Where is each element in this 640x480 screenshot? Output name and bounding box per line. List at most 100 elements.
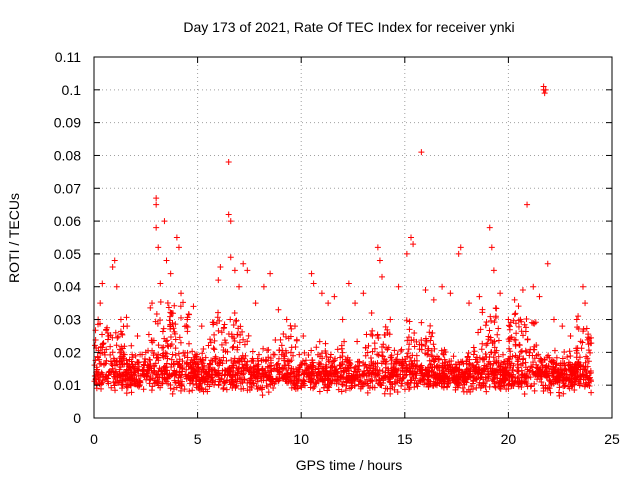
data-point (144, 373, 151, 380)
data-point (308, 361, 315, 368)
data-point (221, 372, 228, 379)
data-point (492, 313, 499, 320)
data-point (408, 234, 415, 241)
data-point (500, 351, 507, 358)
x-axis-tick-labels: 0 5 10 15 20 25 (90, 431, 620, 447)
data-point (267, 270, 274, 277)
data-point (492, 384, 499, 391)
data-point (586, 375, 593, 382)
data-point (475, 329, 482, 336)
x-tick-label: 20 (501, 431, 517, 447)
data-point (128, 358, 135, 365)
data-point (494, 331, 501, 338)
data-point (231, 309, 238, 316)
data-point (427, 337, 434, 344)
data-point (411, 379, 418, 386)
data-point (587, 349, 594, 356)
data-point (268, 368, 275, 375)
data-point (513, 330, 520, 337)
data-point (387, 316, 394, 323)
data-point (538, 378, 545, 385)
data-point (205, 364, 212, 371)
data-point (312, 366, 319, 373)
data-point (493, 305, 500, 312)
data-point (264, 347, 271, 354)
data-point (360, 290, 367, 297)
data-point (109, 365, 116, 372)
data-point (455, 250, 462, 257)
data-point (357, 385, 364, 392)
data-point (240, 336, 247, 343)
data-point (473, 366, 480, 373)
data-point (277, 336, 284, 343)
data-point (440, 370, 447, 377)
data-point (243, 361, 250, 368)
data-point (266, 363, 273, 370)
data-point (334, 346, 341, 353)
data-point (168, 356, 175, 363)
data-point (196, 380, 203, 387)
data-point (576, 354, 583, 361)
data-point (320, 377, 327, 384)
data-point (385, 344, 392, 351)
data-point (528, 319, 535, 326)
data-point (413, 352, 420, 359)
data-point (431, 380, 438, 387)
data-point (120, 373, 127, 380)
data-point (202, 354, 209, 361)
data-point (406, 361, 413, 368)
data-point (543, 371, 550, 378)
data-point (537, 357, 544, 364)
data-point (157, 280, 164, 287)
data-point (190, 303, 197, 310)
data-point (316, 388, 323, 395)
data-point (187, 376, 194, 383)
data-point (408, 377, 415, 384)
data-point (545, 363, 552, 370)
axis-ticks (93, 56, 613, 419)
x-axis-label: GPS time / hours (296, 457, 403, 473)
data-point (121, 361, 128, 368)
data-point (252, 300, 259, 307)
data-point (364, 389, 371, 396)
data-point (405, 367, 412, 374)
data-point (208, 357, 215, 364)
data-point (410, 241, 417, 248)
data-point (206, 360, 213, 367)
data-point (159, 379, 166, 386)
data-point (339, 381, 346, 388)
data-point (477, 374, 484, 381)
data-point (367, 355, 374, 362)
data-point (368, 331, 375, 338)
data-point (100, 340, 107, 347)
y-tick-label: 0.02 (54, 344, 81, 360)
data-point (129, 377, 136, 384)
data-point (152, 360, 159, 367)
data-point (344, 374, 351, 381)
data-point (505, 316, 512, 323)
data-point (457, 244, 464, 251)
data-point (91, 372, 98, 379)
data-point (244, 358, 251, 365)
data-point (374, 351, 381, 358)
data-point (240, 260, 247, 267)
data-point (565, 362, 572, 369)
data-point (104, 336, 111, 343)
data-point (301, 360, 308, 367)
data-point (265, 389, 272, 396)
data-point (147, 304, 154, 311)
data-point (371, 384, 378, 391)
data-point (221, 337, 228, 344)
data-point (516, 353, 523, 360)
data-point (152, 318, 159, 325)
data-point (149, 339, 156, 346)
data-point (485, 358, 492, 365)
data-point (157, 317, 164, 324)
data-point (248, 371, 255, 378)
data-point (241, 341, 248, 348)
data-point (523, 380, 530, 387)
data-point (263, 377, 270, 384)
data-point (547, 381, 554, 388)
data-point (338, 345, 345, 352)
data-point (559, 371, 566, 378)
